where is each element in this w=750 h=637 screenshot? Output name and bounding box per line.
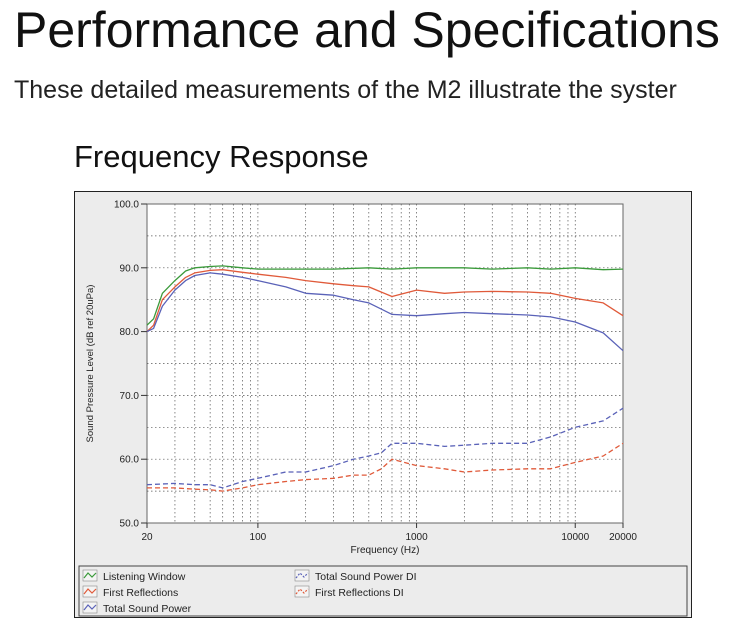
legend-marker bbox=[83, 588, 97, 595]
x-tick-label: 20 bbox=[141, 532, 153, 543]
legend-box bbox=[78, 565, 688, 617]
legend-swatch bbox=[294, 585, 310, 598]
y-axis-label: Sound Pressure Level (dB ref 20uPa) bbox=[85, 285, 96, 443]
chart-figure: 50.0 60.0 70.0 80.0 90.0 100.0 20 100 1000 10000 2… bbox=[74, 191, 692, 618]
series-line-first-reflections-di bbox=[147, 442, 624, 492]
y-tick-label: 50.0 bbox=[120, 519, 140, 530]
x-tick-label: 100 bbox=[250, 532, 267, 543]
series-line-total-sound-power-di bbox=[146, 407, 624, 489]
intro-text: These detailed measurements of the M2 il… bbox=[14, 76, 677, 104]
legend-marker bbox=[295, 572, 309, 579]
legend-marker bbox=[295, 588, 309, 595]
series-line-first-reflections bbox=[146, 269, 624, 333]
page-title: Performance and Specifications bbox=[14, 2, 720, 58]
legend-label: First Reflections bbox=[103, 587, 178, 599]
y-tick-label: 60.0 bbox=[120, 455, 140, 466]
y-tick-label: 100.0 bbox=[114, 200, 139, 211]
legend-swatch bbox=[294, 569, 310, 582]
x-axis-label: Frequency (Hz) bbox=[351, 545, 420, 556]
legend-label: Listening Window bbox=[103, 571, 186, 583]
section-title: Frequency Response bbox=[74, 139, 369, 174]
y-tick-label: 90.0 bbox=[120, 263, 140, 274]
y-tick-label: 70.0 bbox=[120, 391, 140, 402]
legend-marker bbox=[83, 572, 97, 579]
x-tick-label: 20000 bbox=[609, 532, 637, 543]
x-tick-label: 10000 bbox=[561, 532, 589, 543]
series-line-total-sound-power bbox=[146, 272, 624, 352]
legend-label: Total Sound Power DI bbox=[315, 571, 417, 583]
y-tick-label: 80.0 bbox=[120, 327, 140, 338]
legend-label: First Reflections DI bbox=[315, 587, 404, 599]
frequency-response-chart: 50.0 60.0 70.0 80.0 90.0 100.0 20 100 1000 10000 2… bbox=[78, 200, 688, 617]
legend-label: Total Sound Power bbox=[103, 603, 192, 615]
legend-marker bbox=[83, 604, 97, 611]
x-tick-label: 1000 bbox=[405, 532, 428, 543]
series-line-listening-window bbox=[146, 265, 624, 326]
